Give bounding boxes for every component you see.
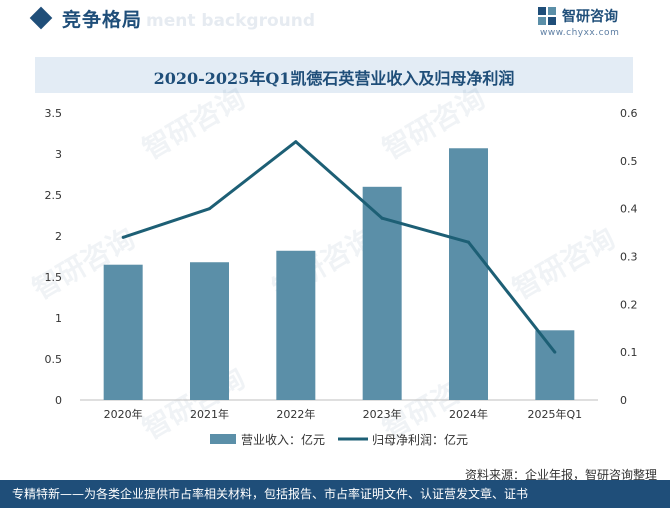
header: 竞争格局 ment background 智研咨询 www.chyxx.com	[0, 0, 670, 40]
x-tick-label: 2022年	[276, 407, 315, 421]
y-left-tick-label: 0	[55, 394, 62, 407]
bar	[449, 148, 488, 400]
section-title: 竞争格局	[62, 9, 143, 31]
y-right-tick-label: 0.4	[620, 203, 638, 216]
chart-title: 2020-2025年Q1凯德石英营业收入及归母净利润	[153, 69, 515, 88]
y-left-tick-label: 2.5	[45, 189, 63, 202]
watermark-text: 智研咨询	[137, 81, 251, 166]
y-left-tick-label: 3	[55, 148, 62, 161]
line-point	[294, 140, 298, 144]
x-tick-label: 2020年	[104, 407, 143, 421]
y-left-tick-label: 3.5	[45, 107, 63, 120]
line-series	[122, 140, 557, 354]
y-right-tick-label: 0.2	[620, 298, 638, 311]
bar	[103, 264, 143, 400]
y-right-tick-label: 0.1	[620, 346, 638, 359]
y-left-tick-label: 2	[55, 230, 62, 243]
x-tick-label: 2025年Q1	[528, 407, 583, 421]
line-point	[553, 350, 557, 354]
bar	[190, 262, 229, 400]
chart-title-band: 2020-2025年Q1凯德石英营业收入及归母净利润	[35, 57, 633, 93]
bar	[276, 250, 316, 400]
footer-text: 专精特新——为各类企业提供市占率相关材料，包括报告、市占率证明文件、认证营发文章…	[12, 487, 529, 501]
x-tick-label: 2024年	[449, 407, 488, 421]
y-right-tick-label: 0.6	[620, 107, 638, 120]
source-note: 资料来源：企业年报，智研咨询整理	[464, 468, 657, 482]
legend-label: 归母净利润：亿元	[372, 432, 468, 447]
line-point	[208, 207, 211, 211]
legend-label: 营业收入：亿元	[241, 432, 325, 447]
x-tick-label: 2021年	[190, 407, 229, 421]
y-left-tick-label: 1	[55, 312, 62, 325]
line-point	[380, 216, 384, 220]
brand-name: 智研咨询	[562, 9, 618, 25]
y-left-tick-label: 0.5	[45, 353, 63, 366]
x-tick-label: 2023年	[363, 407, 402, 421]
brand-url: www.chyxx.com	[540, 28, 620, 38]
legend-swatch-bar	[210, 434, 236, 444]
brand-logo-icon	[538, 7, 556, 25]
y-right-tick-label: 0	[620, 394, 627, 407]
footer-bar: 专精特新——为各类企业提供市占率相关材料，包括报告、市占率证明文件、认证营发文章…	[0, 480, 670, 508]
y-left-tick-label: 1.5	[45, 271, 63, 284]
bar	[535, 330, 575, 400]
header-watermark-text: ment background	[146, 11, 316, 31]
brand-logo: 智研咨询 www.chyxx.com	[538, 6, 648, 40]
watermark-text: 智研咨询	[507, 221, 621, 306]
y-right-tick-label: 0.5	[620, 155, 638, 168]
y-right-tick-label: 0.3	[620, 251, 638, 264]
line-point	[121, 235, 125, 239]
line-point	[467, 240, 470, 244]
